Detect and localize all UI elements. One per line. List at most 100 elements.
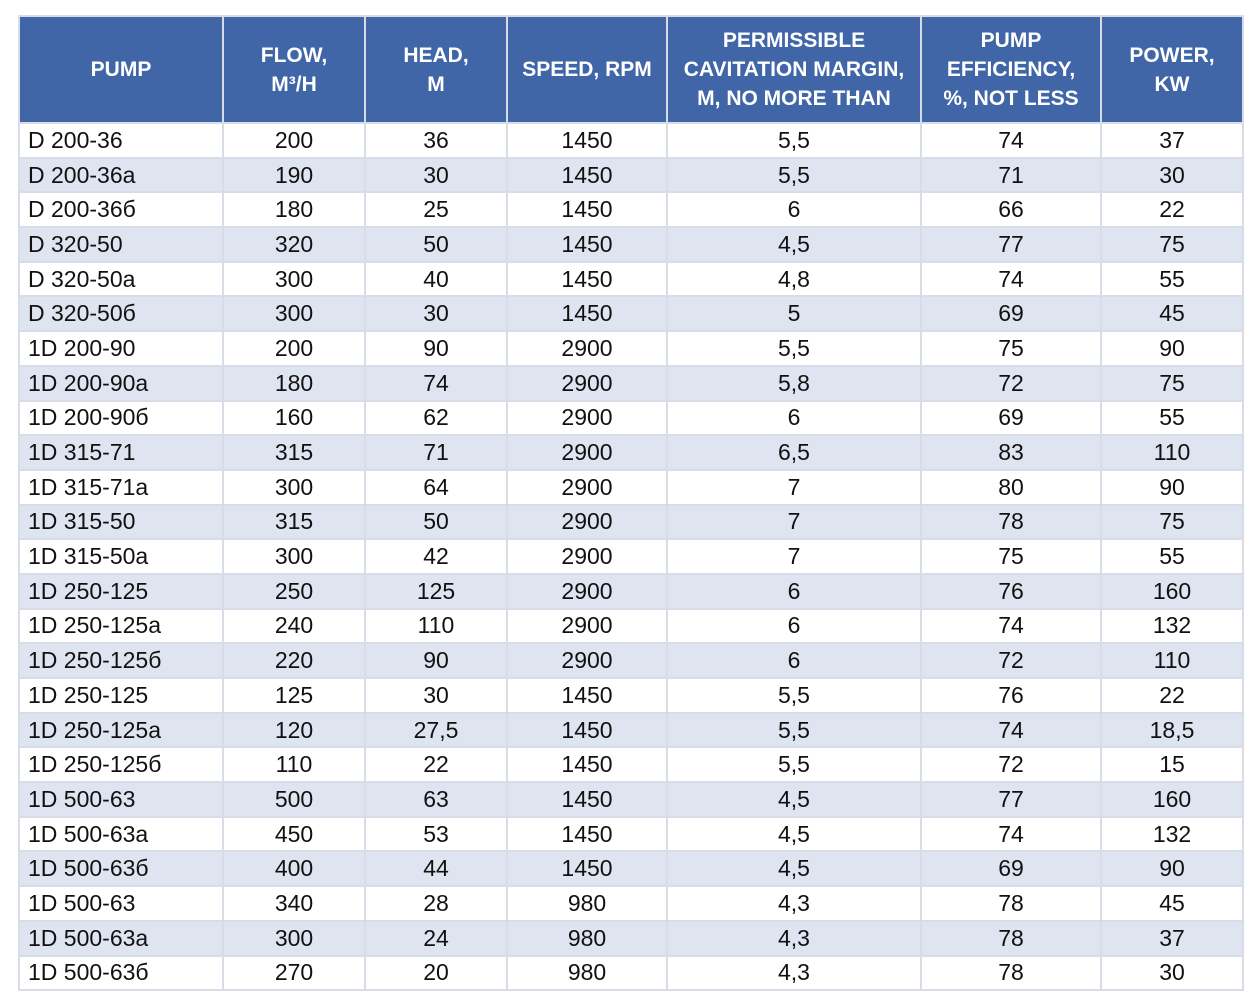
data-cell: 45 — [1100, 885, 1244, 922]
data-cell: 78 — [920, 885, 1102, 922]
data-cell: 2900 — [506, 572, 668, 610]
data-cell: 315 — [222, 434, 366, 471]
header-text: CAVITATION MARGIN, — [683, 58, 905, 81]
data-cell: 75 — [1100, 503, 1244, 541]
data-cell: 69 — [920, 850, 1102, 888]
table-row: D 200-36б 180 25 1450 6 66 22 — [18, 191, 1244, 229]
data-cell: 40 — [364, 260, 508, 298]
table-row: D 200-36 200 36 1450 5,5 74 37 — [18, 122, 1244, 159]
data-cell: 4,5 — [666, 815, 922, 853]
table-row: 1D 200-90a 180 74 2900 5,8 72 75 — [18, 364, 1244, 402]
data-cell: 66 — [920, 191, 1102, 229]
data-cell: 90 — [364, 330, 508, 367]
pump-cell: 1D 500-63б — [18, 954, 224, 992]
data-cell: 4,3 — [666, 919, 922, 957]
data-cell: 6 — [666, 399, 922, 437]
data-cell: 90 — [1100, 850, 1244, 888]
table-row: 1D 500-63a 300 24 980 4,3 78 37 — [18, 919, 1244, 957]
pump-cell: D 320-50 — [18, 226, 224, 263]
data-cell: 2900 — [506, 642, 668, 679]
data-cell: 5,5 — [666, 330, 922, 367]
data-cell: 200 — [222, 122, 366, 159]
data-cell: 300 — [222, 260, 366, 298]
data-cell: 37 — [1100, 919, 1244, 957]
pump-cell: D 200-36б — [18, 191, 224, 229]
data-cell: 300 — [222, 919, 366, 957]
data-cell: 980 — [506, 954, 668, 992]
data-cell: 15 — [1100, 746, 1244, 784]
data-cell: 42 — [364, 538, 508, 575]
header-cell: HEAD, M — [364, 15, 508, 124]
pump-cell: 1D 250-125б — [18, 746, 224, 784]
pump-cell: D 200-36 — [18, 122, 224, 159]
data-cell: 6 — [666, 191, 922, 229]
data-cell: 500 — [222, 781, 366, 818]
data-cell: 1450 — [506, 122, 668, 159]
data-cell: 220 — [222, 642, 366, 679]
data-cell: 5,5 — [666, 156, 922, 194]
data-cell: 160 — [1100, 572, 1244, 610]
data-cell: 5,5 — [666, 711, 922, 749]
data-cell: 78 — [920, 503, 1102, 541]
pump-cell: D 320-50a — [18, 260, 224, 298]
data-cell: 80 — [920, 468, 1102, 506]
data-cell: 77 — [920, 226, 1102, 263]
data-cell: 180 — [222, 191, 366, 229]
table-row: D 200-36a 190 30 1450 5,5 71 30 — [18, 156, 1244, 194]
table-row: D 320-50б 300 30 1450 5 69 45 — [18, 295, 1244, 333]
data-cell: 1450 — [506, 746, 668, 784]
data-cell: 6 — [666, 642, 922, 679]
data-cell: 2900 — [506, 538, 668, 575]
data-cell: 110 — [1100, 434, 1244, 471]
data-cell: 55 — [1100, 260, 1244, 298]
data-cell: 2900 — [506, 364, 668, 402]
data-cell: 240 — [222, 607, 366, 645]
data-cell: 55 — [1100, 538, 1244, 575]
data-cell: 5,5 — [666, 677, 922, 714]
data-cell: 2900 — [506, 503, 668, 541]
data-cell: 74 — [920, 122, 1102, 159]
header-text: FLOW, — [260, 43, 328, 67]
table-row: 1D 500-63a 450 53 1450 4,5 74 132 — [18, 815, 1244, 853]
data-cell: 2900 — [506, 434, 668, 471]
data-cell: 22 — [364, 746, 508, 784]
table-row: D 320-50a 300 40 1450 4,8 74 55 — [18, 260, 1244, 298]
data-cell: 27,5 — [364, 711, 508, 749]
data-cell: 300 — [222, 295, 366, 333]
data-cell: 45 — [1100, 295, 1244, 333]
data-cell: 62 — [364, 399, 508, 437]
data-cell: 200 — [222, 330, 366, 367]
data-cell: 1450 — [506, 156, 668, 194]
data-cell: 22 — [1100, 677, 1244, 714]
data-cell: 2900 — [506, 399, 668, 437]
header-text: PUMP — [980, 29, 1042, 52]
data-cell: 120 — [222, 711, 366, 749]
data-cell: 5,5 — [666, 122, 922, 159]
pump-cell: 1D 250-125 — [18, 572, 224, 610]
table-row: 1D 250-125a 240 110 2900 6 74 132 — [18, 607, 1244, 645]
table-row: 1D 500-63 500 63 1450 4,5 77 160 — [18, 781, 1244, 818]
data-cell: 83 — [920, 434, 1102, 471]
header-row: PUMP FLOW, M³/H HEAD, M SPEED, RPM PERMISSIBLE… — [18, 15, 1244, 124]
data-cell: 28 — [364, 885, 508, 922]
data-cell: 125 — [364, 572, 508, 610]
header-text: POWER, — [1129, 43, 1215, 67]
data-cell: 4,3 — [666, 885, 922, 922]
data-cell: 78 — [920, 954, 1102, 992]
table-container: PUMP FLOW, M³/H HEAD, M SPEED, RPM PERMISSIBLE… — [18, 15, 1244, 992]
data-cell: 110 — [364, 607, 508, 645]
data-cell: 71 — [920, 156, 1102, 194]
table-row: 1D 315-50a 300 42 2900 7 75 55 — [18, 538, 1244, 575]
pump-cell: 1D 315-71a — [18, 468, 224, 506]
data-cell: 1450 — [506, 677, 668, 714]
data-cell: 90 — [1100, 468, 1244, 506]
pump-cell: 1D 200-90a — [18, 364, 224, 402]
header-text: M³/H — [271, 72, 317, 96]
data-cell: 250 — [222, 572, 366, 610]
header-text: EFFICIENCY, — [946, 58, 1076, 81]
pump-cell: D 200-36a — [18, 156, 224, 194]
header-text: PERMISSIBLE — [722, 29, 866, 52]
data-cell: 125 — [222, 677, 366, 714]
table-row: 1D 250-125б 220 90 2900 6 72 110 — [18, 642, 1244, 679]
data-cell: 4,5 — [666, 850, 922, 888]
